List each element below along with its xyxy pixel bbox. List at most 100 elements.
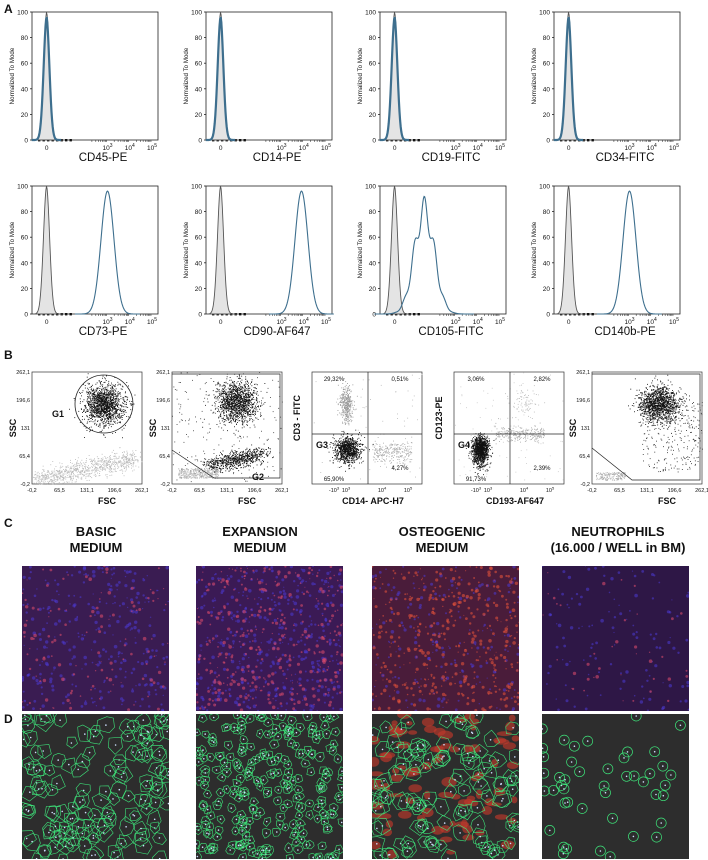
x-minor-tick bbox=[417, 313, 420, 316]
x-tick-exponent: 4 bbox=[132, 143, 135, 149]
y-tick-label: 0 bbox=[546, 138, 550, 145]
histogram-marker-label: CD34-FITC bbox=[595, 152, 655, 164]
stained-peak bbox=[75, 190, 140, 315]
x-tick-label: 0 bbox=[219, 145, 223, 152]
histogram-plot: 0 20 40 60 80 100 Normalized To Mode 0 103 104 105 bbox=[9, 184, 159, 326]
histogram-cd73-pe: 0 20 40 60 80 100 Normalized To Mode 0 103 104 105… bbox=[4, 178, 174, 350]
x-tick-label: 105 bbox=[669, 143, 679, 152]
scatter-plot-5: -0,2 65,4 131 196,6 262,1 -0,2 65,5 131,1 196,6 2… bbox=[566, 362, 708, 506]
x-tick-exponent: 4 bbox=[654, 317, 657, 323]
histogram-plot: 0 20 40 60 80 100 Normalized To Mode 0 103 104 105 bbox=[9, 10, 159, 152]
x-tick-label: 104 bbox=[647, 317, 657, 326]
y-tick-label: 40 bbox=[369, 260, 377, 267]
gate-polygon bbox=[171, 373, 281, 479]
gate-circle bbox=[74, 374, 134, 434]
y-tick-label: -0,2 bbox=[21, 482, 30, 488]
panel-letter-c: C bbox=[4, 516, 13, 530]
histogram-plot: 0 20 40 60 80 100 Normalized To Mode 0 103 104 105 bbox=[531, 184, 681, 326]
x-tick-label: 103 bbox=[450, 317, 460, 326]
scatter-svg: -0,2 65,4 131 196,6 262,1 -0,2 65,5 131,1 196,6 2… bbox=[148, 370, 288, 506]
y-tick-label: -0,2 bbox=[161, 482, 170, 488]
segmentation-image-3 bbox=[372, 714, 519, 859]
histogram-cd45-pe: 0 20 40 60 80 100 Normalized To Mode 0 103 104 105… bbox=[4, 4, 174, 176]
x-tick-exponent: 5 bbox=[676, 317, 679, 323]
x-tick-label: 262,1 bbox=[275, 488, 288, 494]
x-tick-label: 103 bbox=[450, 143, 460, 152]
histogram-marker-label: CD73-PE bbox=[78, 326, 128, 338]
x-tick-exponent: 4 bbox=[306, 317, 309, 323]
x-minor-tick bbox=[243, 313, 246, 316]
scatter-plot-1: -0,2 65,4 131 196,6 262,1 -0,2 65,5 131,1 196,6 2… bbox=[6, 362, 148, 506]
x-tick-label: 65,5 bbox=[614, 488, 625, 494]
x-tick-exponent: 4 bbox=[480, 143, 483, 149]
x-minor-tick bbox=[413, 313, 416, 316]
x-minor-tick bbox=[239, 313, 242, 316]
y-tick-label: 80 bbox=[195, 209, 203, 216]
x-minor-tick bbox=[587, 313, 590, 316]
stained-peak bbox=[31, 16, 62, 142]
x-tick-exponent: 3 bbox=[110, 317, 113, 323]
y-axis-label: CD3 - FITC bbox=[292, 395, 302, 441]
y-tick-label: 60 bbox=[543, 61, 551, 68]
y-axis-label: SSC bbox=[148, 418, 158, 437]
x-tick-label: -103 bbox=[329, 486, 340, 495]
x-tick-label: 0 bbox=[45, 145, 49, 152]
y-tick-label: 196,6 bbox=[576, 398, 590, 404]
quadrant-ul: 29,32% bbox=[324, 377, 345, 383]
x-tick-exponent: 5 bbox=[552, 486, 555, 491]
x-tick-label: 105 bbox=[546, 486, 555, 495]
y-axis-label: Normalized To Mode bbox=[531, 47, 538, 104]
fluorescence-image-1 bbox=[22, 566, 169, 711]
histogram-plot: 0 20 40 60 80 100 Normalized To Mode 0 103 104 105 bbox=[357, 10, 507, 152]
x-tick-exponent: 3 bbox=[632, 317, 635, 323]
y-tick-label: 262,1 bbox=[156, 370, 170, 376]
x-minor-tick bbox=[69, 139, 72, 142]
histogram-cd90-af647: 0 20 40 60 80 100 Normalized To Mode 0 103 104 105… bbox=[178, 178, 348, 350]
x-minor-tick bbox=[65, 313, 68, 316]
y-tick-label: 20 bbox=[195, 112, 203, 119]
quadrant-ur: 0,51% bbox=[391, 377, 409, 383]
x-tick-exponent: 5 bbox=[502, 317, 505, 323]
y-tick-label: 100 bbox=[365, 184, 376, 191]
y-tick-label: 20 bbox=[369, 112, 377, 119]
x-tick-label: 104 bbox=[125, 143, 135, 152]
scatter-svg: -0,2 65,4 131 196,6 262,1 -0,2 65,5 131,1 196,6 2… bbox=[8, 370, 148, 506]
y-tick-label: 0 bbox=[546, 312, 550, 319]
plot-frame bbox=[171, 371, 283, 485]
x-tick-exponent: 4 bbox=[526, 486, 529, 491]
x-tick-label: 0 bbox=[567, 145, 571, 152]
x-tick-label: 196,6 bbox=[108, 488, 122, 494]
plot-frame bbox=[379, 185, 507, 315]
y-tick-label: 40 bbox=[195, 260, 203, 267]
y-tick-label: 40 bbox=[369, 86, 377, 93]
x-tick-label: 104 bbox=[125, 317, 135, 326]
scatter-svg: 3,06% 2,82% 91,73% 2,39% G4 -103 103 104 105CD19… bbox=[434, 371, 565, 506]
control-peak bbox=[380, 186, 411, 315]
x-axis-label: FSC bbox=[658, 496, 677, 506]
y-tick-label: 65,4 bbox=[19, 454, 30, 460]
x-tick-label: 103 bbox=[102, 143, 112, 152]
quadrant-ul: 3,06% bbox=[467, 377, 485, 383]
x-tick-exponent: 5 bbox=[154, 317, 157, 323]
histogram-cd19-fitc: 0 20 40 60 80 100 Normalized To Mode 0 103 104 105… bbox=[352, 4, 522, 176]
x-tick-label: -0,2 bbox=[587, 488, 596, 494]
quadrant-ur: 2,82% bbox=[533, 377, 551, 383]
x-minor-tick bbox=[413, 139, 416, 142]
x-tick-label: 103 bbox=[276, 143, 286, 152]
y-axis-label: Normalized To Mode bbox=[9, 221, 16, 278]
y-tick-label: 100 bbox=[365, 10, 376, 17]
x-axis-label: FSC bbox=[98, 496, 117, 506]
x-tick-exponent: 3 bbox=[632, 143, 635, 149]
histogram-marker-label: CD90-AF647 bbox=[243, 326, 311, 338]
y-axis-label: Normalized To Mode bbox=[183, 47, 190, 104]
histogram-plot: 0 20 40 60 80 100 Normalized To Mode 0 103 104 105 bbox=[531, 10, 681, 152]
panel-letter-b: B bbox=[4, 348, 13, 362]
stained-peak bbox=[553, 16, 584, 142]
x-tick-label: 65,5 bbox=[194, 488, 205, 494]
y-tick-label: 100 bbox=[539, 10, 550, 17]
y-tick-label: 40 bbox=[21, 260, 29, 267]
plot-frame bbox=[591, 371, 703, 485]
x-tick-label: 131,1 bbox=[220, 488, 234, 494]
x-tick-label: 103 bbox=[624, 317, 634, 326]
x-tick-exponent: 3 bbox=[110, 143, 113, 149]
